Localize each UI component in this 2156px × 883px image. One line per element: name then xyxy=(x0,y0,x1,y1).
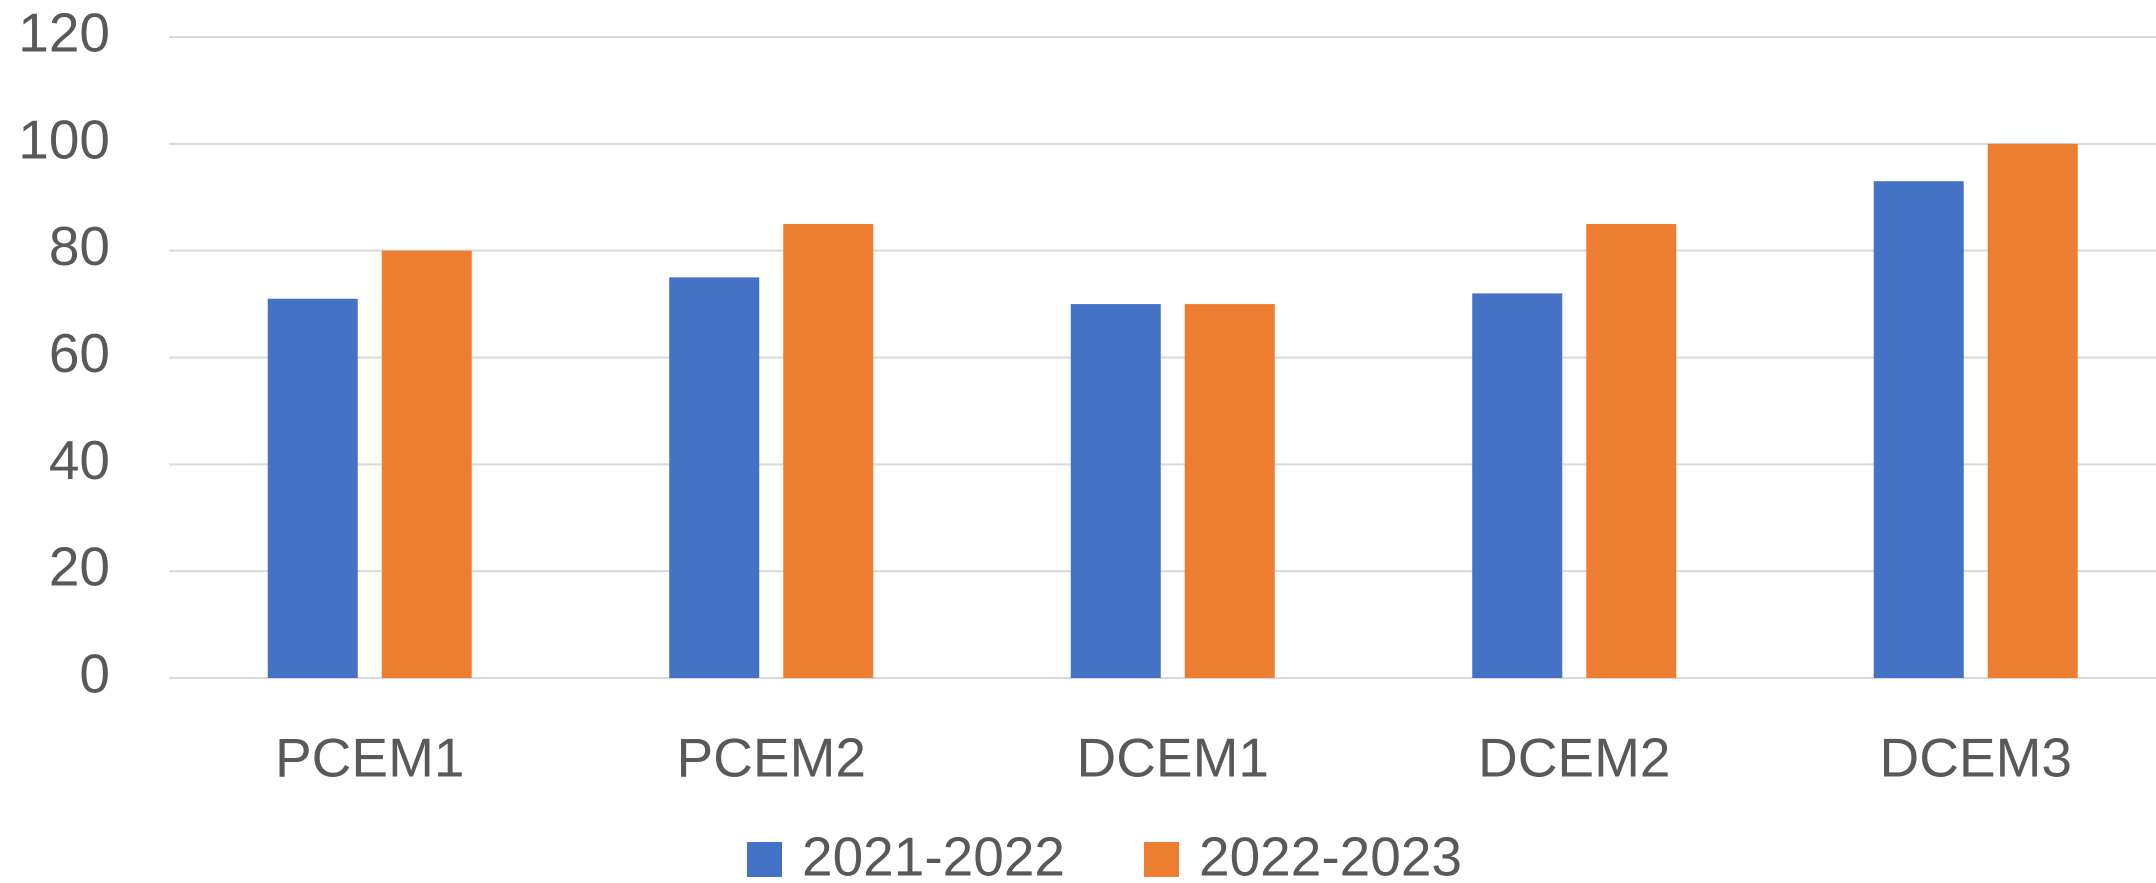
x-tick-label: PCEM2 xyxy=(677,727,867,789)
y-tick-label: 100 xyxy=(18,108,110,170)
x-tick-label: DCEM2 xyxy=(1478,727,1671,789)
bar xyxy=(669,277,760,678)
x-tick-label: DCEM1 xyxy=(1076,727,1269,789)
bar xyxy=(1586,223,1677,679)
y-tick-label: 60 xyxy=(49,322,110,384)
y-tick-label: 0 xyxy=(79,643,110,705)
bar xyxy=(1987,143,2078,679)
legend-label: 2022-2023 xyxy=(1199,826,1462,883)
y-tick-label: 20 xyxy=(49,536,110,598)
x-tick-label: PCEM1 xyxy=(275,727,465,789)
bar xyxy=(1873,181,1964,678)
legend-swatch xyxy=(1144,842,1179,877)
legend-swatch xyxy=(747,842,782,877)
y-tick-label: 40 xyxy=(49,429,110,491)
legend-label: 2021-2022 xyxy=(802,826,1065,883)
bar xyxy=(1472,293,1563,678)
bar xyxy=(381,250,472,678)
bar xyxy=(1184,304,1275,678)
y-tick-label: 80 xyxy=(49,215,110,277)
y-tick-label: 120 xyxy=(18,2,110,64)
bar xyxy=(783,223,874,679)
x-tick-label: DCEM3 xyxy=(1879,727,2072,789)
bar xyxy=(1070,304,1161,678)
bar xyxy=(267,298,358,678)
